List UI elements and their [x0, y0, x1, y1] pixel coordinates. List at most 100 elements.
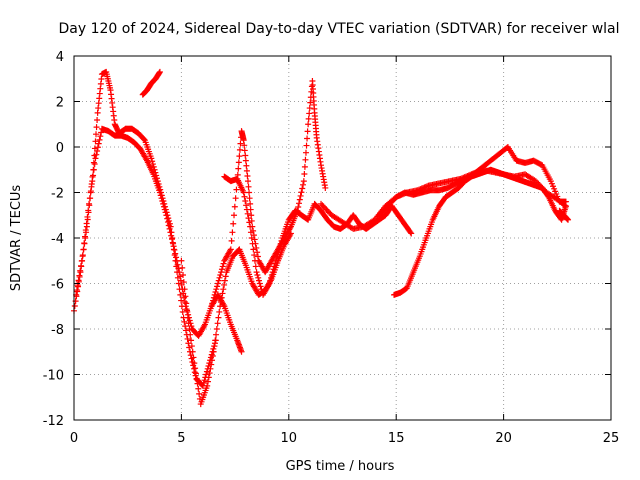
- data-point: [296, 200, 303, 207]
- data-point: [268, 271, 275, 278]
- data-point: [209, 357, 216, 364]
- data-point: [245, 183, 252, 190]
- data-point: [219, 263, 226, 270]
- data-point: [75, 277, 82, 284]
- data-point: [301, 171, 308, 178]
- data-point: [240, 137, 247, 144]
- chart-title: Day 120 of 2024, Sidereal Day-to-day VTE…: [58, 21, 619, 37]
- data-point: [92, 155, 99, 162]
- data-point: [255, 274, 262, 281]
- data-point: [200, 380, 207, 387]
- series-track-h: [376, 144, 569, 219]
- data-point: [159, 198, 166, 205]
- grid: [74, 56, 611, 420]
- x-tick-label: 25: [603, 431, 620, 446]
- y-tick-label: 0: [56, 141, 64, 156]
- data-point: [213, 326, 220, 332]
- data-point: [95, 140, 102, 147]
- data-point: [322, 184, 329, 191]
- data-point: [274, 252, 281, 259]
- tick-labels: 0 5 10 15 20 25 -12 -10 -8 -6 -4 -2 0 2 4: [43, 50, 620, 446]
- data-point: [217, 271, 224, 278]
- data-point: [212, 289, 219, 296]
- data-point: [218, 269, 225, 276]
- data-point: [176, 269, 183, 276]
- data-point: [90, 172, 97, 179]
- data-point: [183, 300, 190, 307]
- data-point: [97, 133, 104, 140]
- data-point: [257, 283, 264, 290]
- data-point: [182, 327, 189, 334]
- x-tick-label: 10: [281, 431, 298, 446]
- data-point: [158, 195, 165, 202]
- data-point: [241, 147, 248, 154]
- data-point: [212, 337, 219, 344]
- data-point: [235, 159, 242, 166]
- data-point: [243, 167, 250, 174]
- data-point: [408, 230, 415, 237]
- data-point: [213, 286, 220, 293]
- data-point: [188, 337, 195, 344]
- data-point: [241, 193, 248, 200]
- data-point: [278, 237, 285, 244]
- data-point: [302, 156, 309, 163]
- data-point: [210, 348, 217, 355]
- series-track-c: [139, 68, 163, 98]
- data-point: [192, 370, 199, 377]
- data-point: [218, 266, 225, 273]
- data-point: [247, 229, 254, 236]
- data-point: [231, 203, 238, 210]
- data-point: [93, 131, 100, 138]
- data-point: [78, 258, 85, 265]
- data-point: [141, 136, 148, 143]
- data-point: [271, 263, 278, 270]
- data-point: [201, 377, 208, 384]
- data-point: [184, 335, 191, 342]
- data-point: [209, 353, 216, 360]
- data-point: [296, 196, 303, 203]
- data-point: [306, 110, 313, 117]
- y-tick-label: 2: [56, 96, 64, 111]
- data-point: [185, 340, 192, 347]
- data-point: [241, 142, 248, 149]
- data-point: [304, 128, 311, 135]
- data-point: [300, 181, 307, 188]
- data-point: [86, 195, 93, 202]
- data-point: [298, 189, 305, 196]
- data-point: [148, 155, 155, 162]
- data-point: [219, 290, 226, 297]
- data-point: [90, 166, 97, 173]
- data-point: [73, 287, 80, 294]
- y-tick-label: -8: [51, 323, 64, 338]
- y-tick-label: 4: [56, 50, 64, 65]
- data-point: [204, 382, 211, 389]
- data-point: [77, 262, 84, 269]
- data-point: [79, 253, 86, 260]
- data-point: [84, 213, 91, 220]
- y-tick-label: -12: [43, 414, 64, 429]
- data-point: [254, 271, 261, 278]
- data-point: [81, 240, 88, 247]
- data-point: [227, 246, 234, 253]
- data-point: [243, 202, 250, 209]
- data-point: [91, 161, 98, 168]
- data-point: [182, 293, 189, 300]
- data-point: [178, 257, 185, 264]
- data-point: [242, 198, 249, 205]
- data-point: [295, 204, 302, 211]
- data-point: [181, 318, 188, 325]
- data-point: [164, 215, 171, 222]
- data-point: [161, 206, 168, 213]
- data-point: [268, 274, 275, 281]
- data-point: [181, 298, 188, 305]
- data-point: [302, 149, 309, 156]
- data-point: [300, 178, 307, 185]
- series-track-a: [71, 68, 219, 389]
- data-point: [247, 223, 254, 230]
- data-point: [93, 151, 100, 158]
- data-point: [162, 209, 169, 216]
- data-point: [93, 124, 100, 131]
- data-point: [211, 343, 218, 350]
- data-point: [208, 303, 215, 310]
- data-point: [71, 302, 78, 309]
